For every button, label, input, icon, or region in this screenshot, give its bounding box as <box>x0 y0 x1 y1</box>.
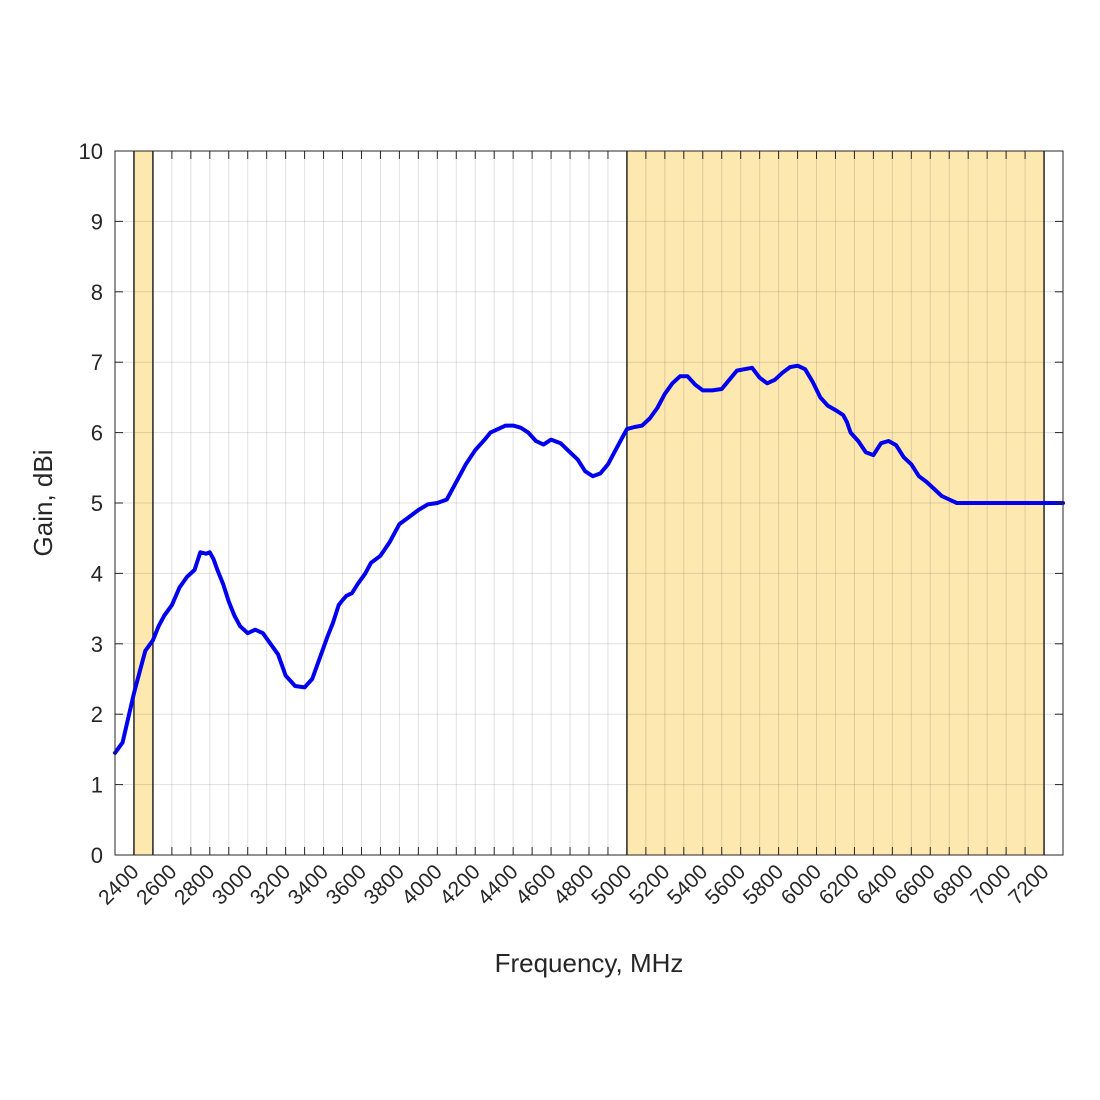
x-axis-label: Frequency, MHz <box>495 948 684 978</box>
y-tick-label: 5 <box>91 491 103 516</box>
x-tick-label: 2600 <box>132 860 181 909</box>
x-tick-label: 3000 <box>208 860 257 909</box>
y-tick-label: 9 <box>91 209 103 234</box>
x-tick-label: 3200 <box>246 860 295 909</box>
y-tick-label: 4 <box>91 561 103 586</box>
series-group <box>113 363 1065 755</box>
x-tick-label: 6200 <box>815 860 864 909</box>
y-tick-label: 7 <box>91 350 103 375</box>
x-tick-label: 6000 <box>777 860 826 909</box>
x-tick-labels: 2400260028003000320034003600380040004200… <box>94 860 1053 909</box>
y-axis-label: Gain, dBi <box>28 450 58 557</box>
y-tick-label: 1 <box>91 773 103 798</box>
x-tick-label: 3600 <box>322 860 371 909</box>
x-tick-label: 4000 <box>398 860 447 909</box>
x-tick-label: 5600 <box>701 860 750 909</box>
x-tick-label: 6600 <box>891 860 940 909</box>
y-tick-label: 10 <box>79 139 103 164</box>
x-tick-label: 6800 <box>928 860 977 909</box>
y-tick-label: 6 <box>91 421 103 446</box>
y-tick-labels: 0 1 2 3 4 5 6 7 8 9 10 <box>79 139 103 868</box>
y-tick-label: 3 <box>91 632 103 657</box>
gain-series-line <box>113 363 1065 755</box>
y-tick-label: 2 <box>91 702 103 727</box>
x-tick-label: 3800 <box>360 860 409 909</box>
x-tick-label: 7000 <box>966 860 1015 909</box>
x-tick-label: 6400 <box>853 860 902 909</box>
y-tick-label: 8 <box>91 280 103 305</box>
x-tick-label: 4400 <box>473 860 522 909</box>
x-tick-label: 2800 <box>170 860 219 909</box>
x-tick-label: 5800 <box>739 860 788 909</box>
x-tick-label: 5200 <box>625 860 674 909</box>
x-tick-label: 3400 <box>284 860 333 909</box>
x-tick-label: 5000 <box>587 860 636 909</box>
axis-ticks <box>115 150 1063 856</box>
x-tick-label: 4800 <box>549 860 598 909</box>
x-tick-label: 4600 <box>511 860 560 909</box>
x-tick-label: 5400 <box>663 860 712 909</box>
y-tick-label: 0 <box>91 843 103 868</box>
x-tick-label: 4200 <box>435 860 484 909</box>
x-tick-label: 7200 <box>1004 860 1053 909</box>
